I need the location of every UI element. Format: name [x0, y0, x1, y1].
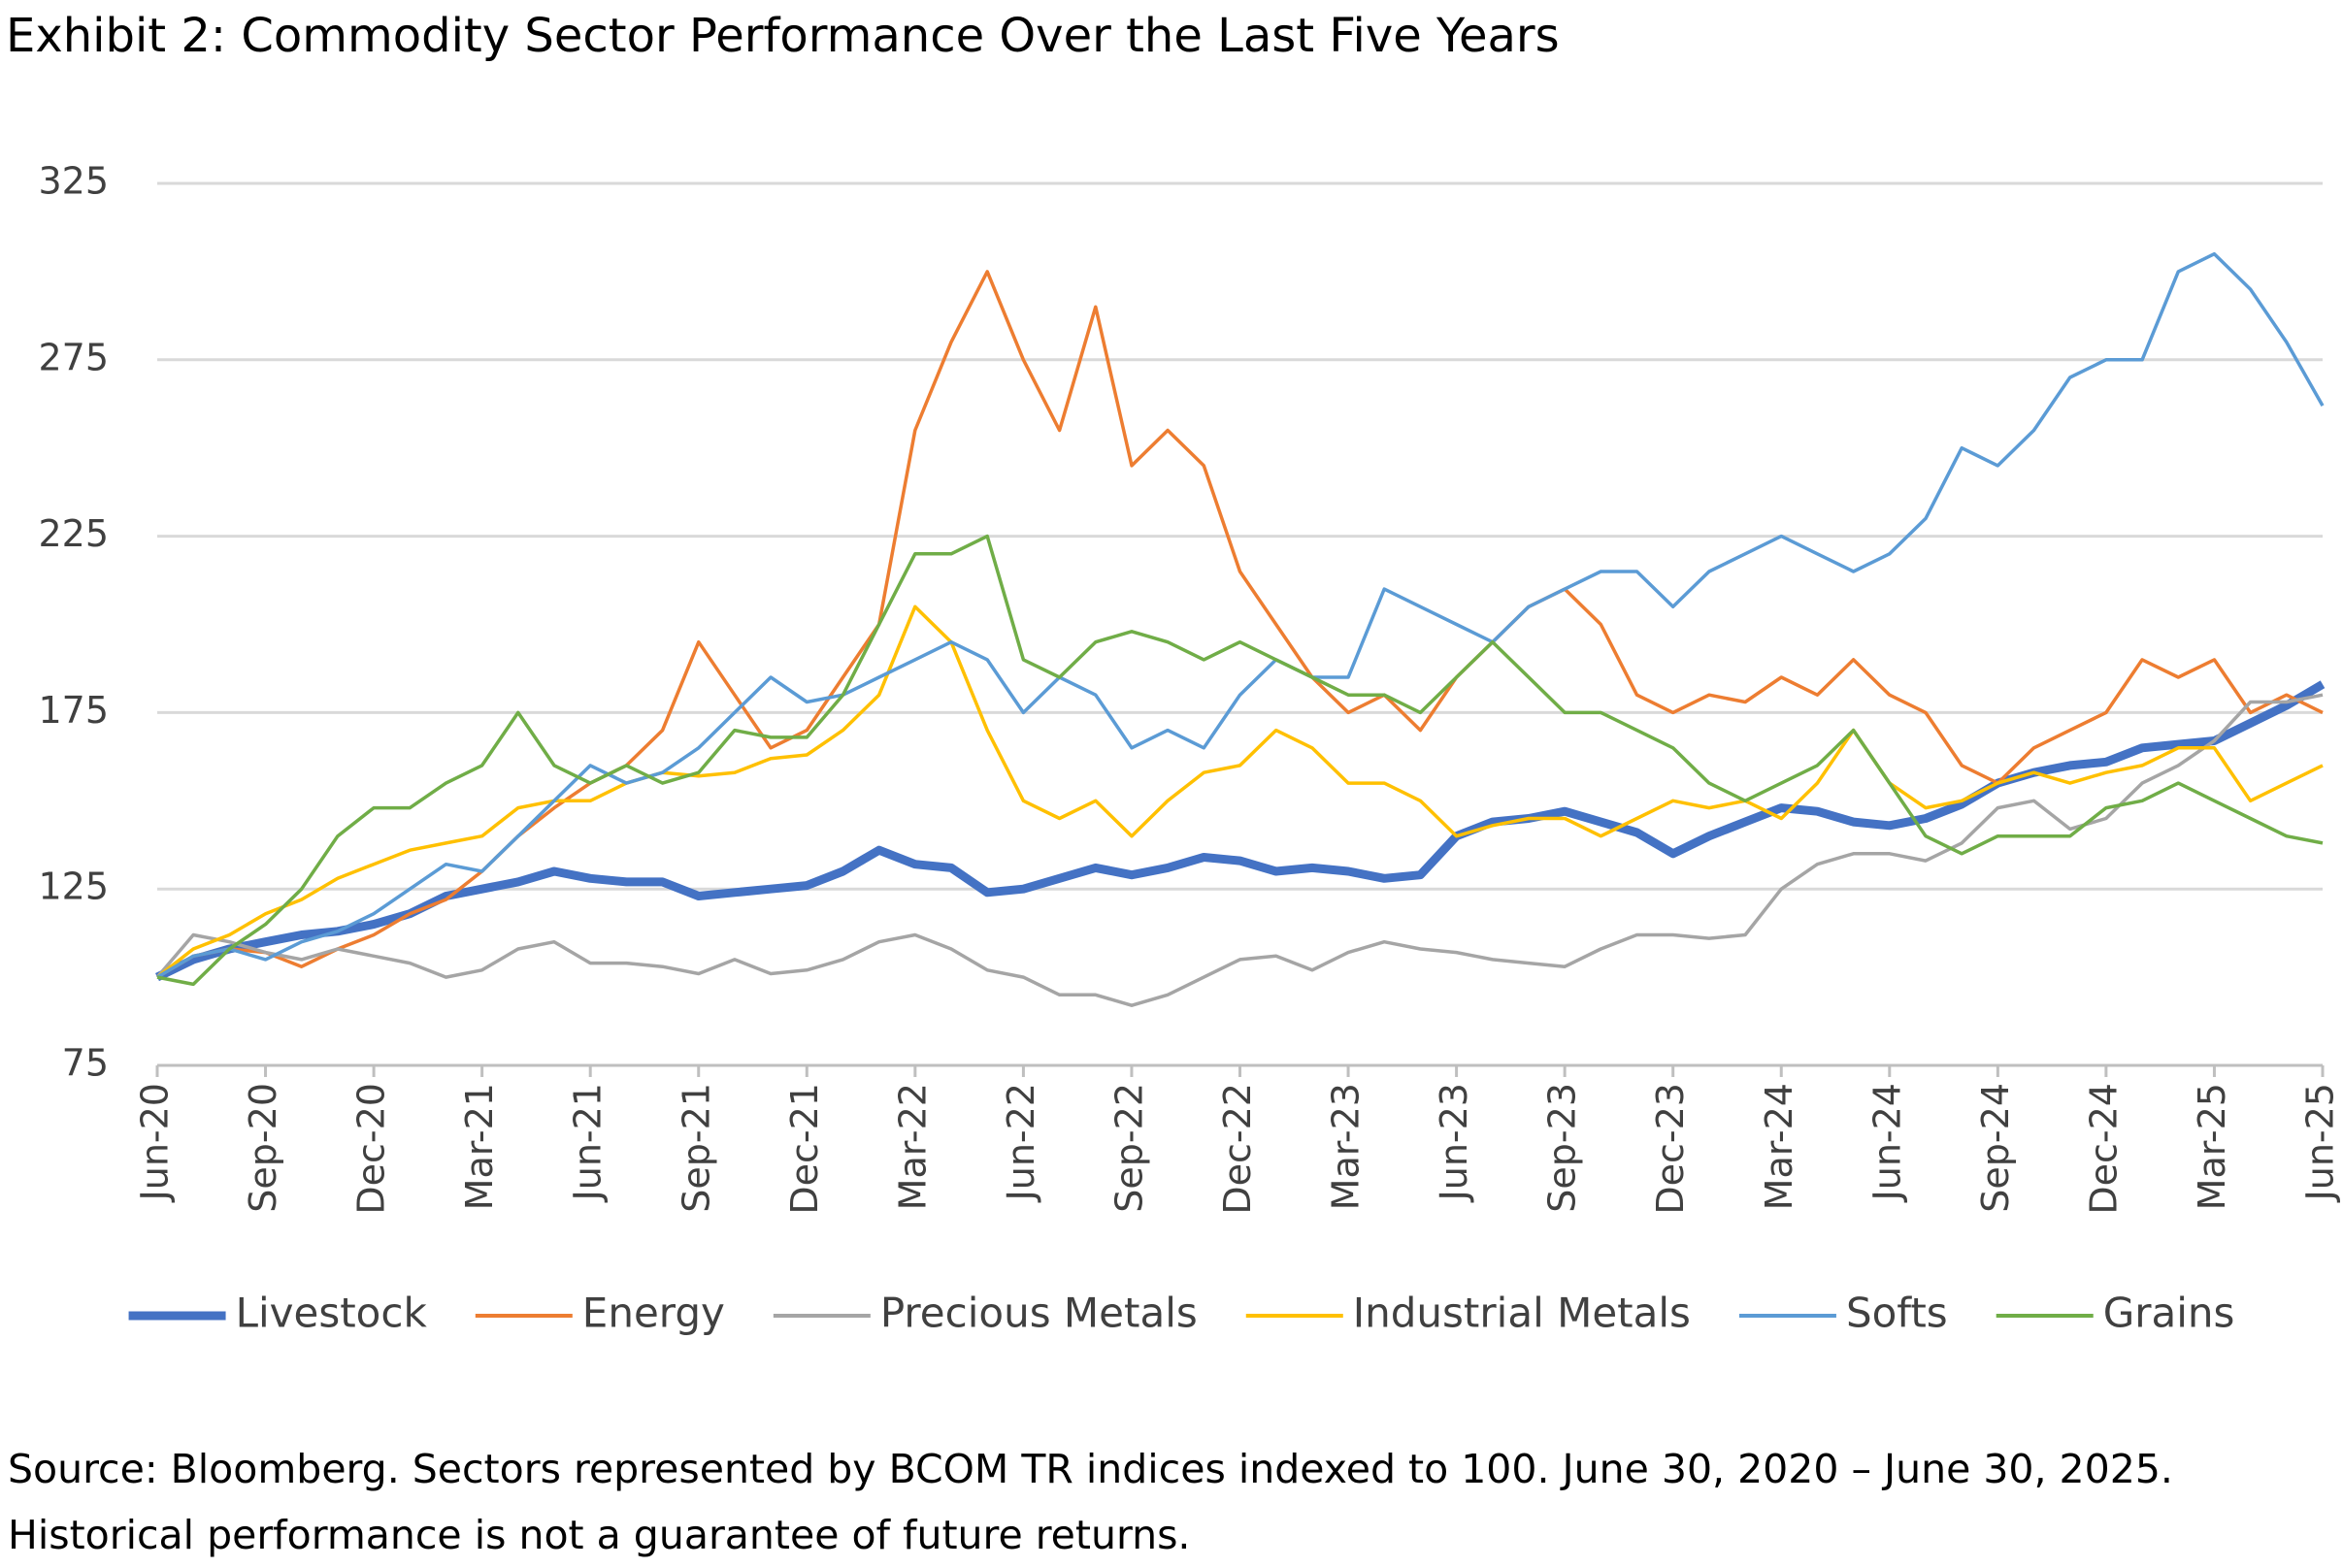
chart: Exhibit 2: Commodity Sector Performance … [6, 9, 2342, 1337]
chart-title: Exhibit 2: Commodity Sector Performance … [6, 9, 1560, 63]
legend-label: Energy [582, 1290, 725, 1337]
y-tick-label: 275 [38, 336, 109, 378]
x-tick-label: Jun-20 [134, 1083, 177, 1202]
series-line [156, 251, 2325, 979]
x-tick-label: Dec-24 [2082, 1083, 2125, 1215]
x-tick-label: Dec-23 [1649, 1083, 1692, 1215]
source-note: Source: Bloomberg. Sectors represented b… [8, 1446, 2173, 1558]
x-tick-label: Mar-22 [891, 1083, 934, 1210]
x-tick-label: Sep-21 [675, 1083, 717, 1213]
x-tick-label: Sep-23 [1541, 1083, 1584, 1213]
x-tick-label: Mar-23 [1325, 1083, 1368, 1210]
x-tick-label: Jun-25 [2299, 1083, 2342, 1202]
x-tick-label: Dec-22 [1216, 1083, 1259, 1215]
x-tick-label: Dec-21 [783, 1083, 826, 1215]
x-tick-label: Jun-24 [1865, 1083, 1908, 1202]
legend-label: Precious Metals [880, 1290, 1198, 1337]
y-tick-label: 225 [38, 512, 109, 555]
series-line [155, 680, 2326, 982]
x-tick-label: Jun-21 [567, 1083, 610, 1202]
x-tick-label: Sep-20 [242, 1083, 284, 1213]
legend-label: Grains [2103, 1290, 2235, 1337]
x-tick-label: Mar-25 [2191, 1083, 2233, 1210]
x-tick-label: Dec-20 [350, 1083, 393, 1215]
legend-label: Industrial Metals [1353, 1290, 1691, 1337]
x-tick-label: Sep-22 [1107, 1083, 1150, 1213]
series-line [156, 534, 2324, 987]
x-tick-label: Jun-23 [1433, 1083, 1475, 1202]
y-tick-label: 125 [38, 866, 109, 908]
legend-label: Softs [1846, 1290, 1948, 1337]
series-line [155, 604, 2324, 979]
x-tick-label: Mar-24 [1758, 1083, 1800, 1210]
x-tick-label: Mar-21 [458, 1083, 501, 1210]
legend-label: Livestock [236, 1290, 428, 1337]
series-line [155, 693, 2324, 1007]
x-tick-label: Sep-24 [1974, 1083, 2017, 1213]
x-tick-label: Jun-22 [1000, 1083, 1042, 1202]
y-tick-label: 75 [62, 1042, 109, 1085]
y-tick-label: 175 [38, 689, 109, 732]
y-tick-label: 325 [38, 160, 109, 203]
